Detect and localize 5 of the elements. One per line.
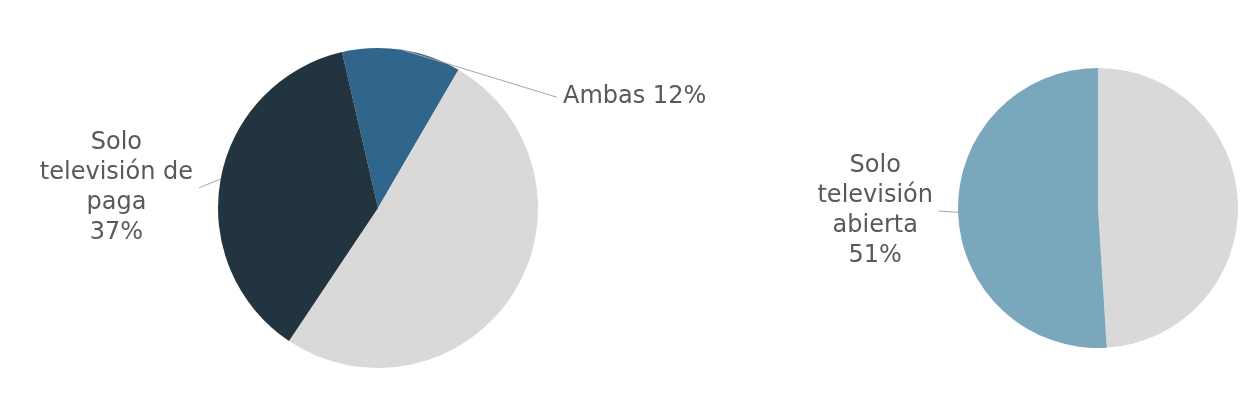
data-label: 37% [89, 217, 144, 246]
slice-label: Solo televisión abierta [817, 150, 933, 239]
data-label: 51% [848, 240, 902, 269]
slice-label: Ambas 12% [563, 81, 707, 110]
slice-label: Solo televisión de paga [39, 127, 194, 216]
